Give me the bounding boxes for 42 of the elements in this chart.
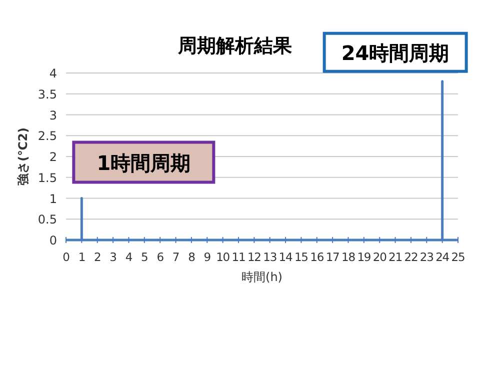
y-tick-label: 3 xyxy=(49,108,57,122)
y-tick-label: 1.5 xyxy=(38,170,57,185)
x-tick-label: 18 xyxy=(342,250,356,264)
x-tick-label: 3 xyxy=(110,250,117,264)
x-tick-label: 4 xyxy=(125,250,132,264)
y-tick-label: 3.5 xyxy=(38,87,57,102)
x-tick-label: 12 xyxy=(247,250,262,264)
y-axis-title: 強さ(℃2) xyxy=(16,128,30,186)
x-tick-label: 19 xyxy=(357,250,371,264)
annotation: 24時間周期 xyxy=(341,40,450,65)
x-tick-label: 0 xyxy=(62,250,70,264)
x-axis-title: 時間(h) xyxy=(242,270,282,284)
x-tick-label: 6 xyxy=(156,250,164,264)
y-tick-label: 0.5 xyxy=(38,212,57,227)
x-tick-label: 11 xyxy=(232,250,246,264)
x-tick-label: 22 xyxy=(404,250,418,264)
y-tick-label: 2.5 xyxy=(38,129,57,144)
x-tick-label: 10 xyxy=(216,250,230,264)
annotation: 24時間周期 xyxy=(322,32,468,73)
y-tick-label: 2 xyxy=(49,150,57,164)
x-tick-label: 16 xyxy=(310,250,324,264)
x-tick-label: 7 xyxy=(172,250,180,264)
x-tick-label: 1 xyxy=(78,250,86,264)
annotation: 1時間周期 xyxy=(96,150,191,175)
x-tick-label: 17 xyxy=(326,250,340,264)
x-tick-label: 21 xyxy=(388,250,402,264)
x-tick-label: 9 xyxy=(204,250,211,264)
x-tick-label: 25 xyxy=(451,250,465,264)
x-tick-label: 24 xyxy=(436,250,450,264)
x-tick-label: 23 xyxy=(420,250,434,264)
x-tick-label: 15 xyxy=(294,250,308,264)
x-tick-label: 14 xyxy=(278,250,293,264)
x-tick-label: 13 xyxy=(263,250,277,264)
annotation: 1時間周期 xyxy=(72,140,216,184)
x-tick-label: 20 xyxy=(372,250,387,264)
x-tick-label: 2 xyxy=(94,250,101,264)
chart-title: 周期解析結果 xyxy=(177,35,293,57)
y-tick-label: 4 xyxy=(49,66,57,80)
x-tick-label: 5 xyxy=(141,250,148,264)
y-tick-label: 1 xyxy=(49,192,57,206)
y-tick-label: 0 xyxy=(49,234,57,248)
x-tick-label: 8 xyxy=(188,250,196,264)
